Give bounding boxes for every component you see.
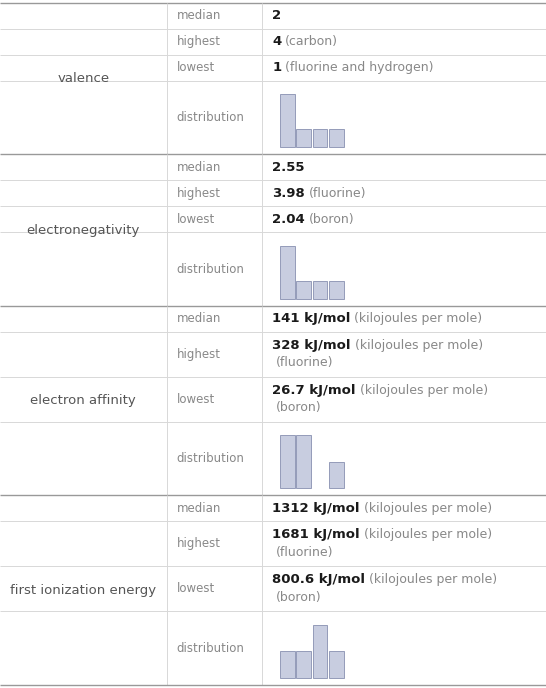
Bar [280, 246, 295, 299]
Bar [280, 435, 295, 488]
Text: (kilojoules per mole): (kilojoules per mole) [354, 312, 483, 325]
Text: 328 kJ/mol: 328 kJ/mol [272, 339, 351, 352]
Text: 141 kJ/mol: 141 kJ/mol [272, 312, 351, 325]
Text: 3.98: 3.98 [272, 187, 305, 200]
Text: (boron): (boron) [276, 401, 322, 414]
Text: highest: highest [176, 187, 221, 200]
Text: (kilojoules per mole): (kilojoules per mole) [369, 573, 497, 586]
Text: (kilojoules per mole): (kilojoules per mole) [360, 384, 488, 397]
Text: (carbon): (carbon) [286, 36, 339, 48]
Text: (fluorine): (fluorine) [276, 546, 334, 559]
Bar [296, 651, 311, 678]
Bar [280, 651, 295, 678]
Text: 2.04: 2.04 [272, 213, 305, 226]
Bar [280, 94, 295, 147]
Text: (kilojoules per mole): (kilojoules per mole) [364, 502, 492, 515]
Text: 1681 kJ/mol: 1681 kJ/mol [272, 528, 360, 541]
Text: 2: 2 [272, 10, 281, 23]
Text: distribution: distribution [176, 263, 245, 276]
Text: 2.55: 2.55 [272, 161, 305, 174]
Text: 1: 1 [272, 61, 281, 74]
Text: (fluorine): (fluorine) [276, 356, 334, 369]
Text: 1312 kJ/mol: 1312 kJ/mol [272, 502, 360, 515]
Text: 800.6 kJ/mol: 800.6 kJ/mol [272, 573, 365, 586]
Text: (boron): (boron) [276, 590, 322, 603]
Text: (fluorine and hydrogen): (fluorine and hydrogen) [285, 61, 434, 74]
Text: highest: highest [176, 348, 221, 361]
Text: (fluorine): (fluorine) [309, 187, 366, 200]
Bar [296, 129, 311, 147]
Bar [329, 129, 343, 147]
Text: median: median [176, 502, 221, 515]
Text: 4: 4 [272, 36, 281, 48]
Text: highest: highest [176, 537, 221, 550]
Bar [312, 129, 328, 147]
Bar [329, 651, 343, 678]
Text: (boron): (boron) [309, 213, 354, 226]
Text: median: median [176, 161, 221, 174]
Text: electronegativity: electronegativity [27, 224, 140, 237]
Bar [312, 281, 328, 299]
Text: distribution: distribution [176, 111, 245, 124]
Text: valence: valence [57, 72, 109, 85]
Bar [312, 625, 328, 678]
Text: distribution: distribution [176, 642, 245, 655]
Text: highest: highest [176, 36, 221, 48]
Text: distribution: distribution [176, 452, 245, 465]
Text: lowest: lowest [176, 393, 215, 406]
Text: 26.7 kJ/mol: 26.7 kJ/mol [272, 384, 355, 397]
Text: lowest: lowest [176, 61, 215, 74]
Text: (kilojoules per mole): (kilojoules per mole) [364, 528, 492, 541]
Text: (kilojoules per mole): (kilojoules per mole) [354, 339, 483, 352]
Text: electron affinity: electron affinity [31, 394, 136, 407]
Bar [329, 462, 343, 488]
Text: lowest: lowest [176, 583, 215, 595]
Bar [296, 281, 311, 299]
Bar [296, 435, 311, 488]
Bar [329, 281, 343, 299]
Text: first ionization energy: first ionization energy [10, 583, 156, 596]
Text: median: median [176, 10, 221, 23]
Text: median: median [176, 312, 221, 325]
Text: lowest: lowest [176, 213, 215, 226]
